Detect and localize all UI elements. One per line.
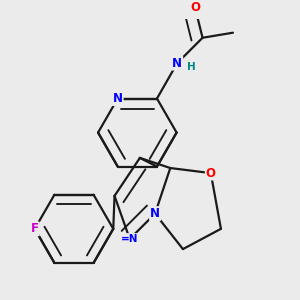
Text: N: N: [150, 207, 160, 220]
Text: H: H: [187, 62, 196, 72]
Text: O: O: [190, 1, 200, 14]
Text: =N: =N: [121, 234, 139, 244]
Text: N: N: [172, 57, 182, 70]
Text: O: O: [206, 167, 216, 180]
Text: N: N: [113, 92, 123, 105]
Text: F: F: [31, 222, 39, 235]
